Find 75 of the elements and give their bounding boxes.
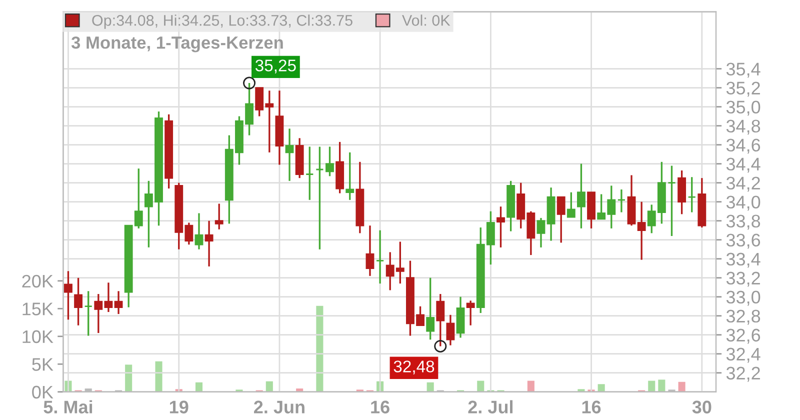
y-tick-label: 32,8 [726, 310, 760, 325]
bar [316, 306, 324, 392]
candlestick [668, 164, 676, 237]
candlestick [466, 300, 475, 326]
candlestick [678, 170, 686, 215]
y-tick-label: 33,0 [726, 290, 760, 306]
legend-label: Op:34.08, Hi:34.25, Lo:33.73, Cl:33.75 [92, 14, 352, 29]
y-tick-label: 34,8 [726, 120, 760, 135]
x-tick-label: 19 [170, 400, 188, 414]
y-tick-label: 34,6 [726, 138, 760, 154]
y-tick-label: 35,0 [726, 100, 760, 116]
y-tick-label: 34,2 [726, 176, 760, 192]
candlestick [114, 290, 123, 315]
y-tick-label: 33,2 [726, 272, 760, 287]
bar [266, 381, 273, 392]
candlestick [84, 290, 93, 337]
candlestick [536, 217, 546, 248]
y2-tick-label: 20K [22, 274, 54, 288]
y2-tick-label: 5K [32, 358, 54, 371]
candlestick [688, 176, 696, 214]
y2-tick-label: 15K [22, 302, 54, 316]
y-tick-label: 33,4 [726, 252, 760, 268]
bar [648, 380, 656, 392]
candlestick [346, 152, 354, 201]
annotation: 32,48 [394, 360, 434, 374]
bar [578, 389, 585, 392]
x-tick-label: 2. Jul [468, 400, 512, 414]
y-tick-label: 34,4 [726, 158, 760, 173]
text: 3 Monate, 1-Tages-Kerzen [71, 36, 283, 52]
y-tick-label: 33,8 [726, 214, 760, 230]
bar [155, 361, 162, 392]
x-tick-label: 16 [582, 400, 601, 414]
y-tick-label: 32,2 [726, 366, 760, 382]
candlestick [637, 200, 646, 261]
bar [125, 364, 132, 392]
bar [426, 382, 434, 392]
candlestick [214, 202, 224, 230]
candlestick [577, 162, 586, 230]
bar [195, 382, 203, 392]
candlestick [204, 220, 214, 268]
x-tick-label: 5. Mai [44, 400, 92, 414]
bar [658, 380, 666, 392]
candlestick [496, 206, 505, 248]
candlestick [617, 188, 626, 214]
candlestick [446, 314, 455, 346]
y2-tick-label: 0K [32, 386, 54, 399]
candlestick [436, 293, 445, 348]
candlestick [315, 146, 324, 250]
candlestick [556, 196, 566, 244]
y-tick-label: 35,2 [726, 82, 760, 97]
candlestick [426, 276, 435, 340]
candlestick [74, 276, 83, 326]
candlestick [285, 128, 294, 182]
bar [527, 380, 534, 392]
x-tick-label: 16 [371, 400, 390, 414]
candlestick [326, 146, 334, 177]
annotation: 35,25 [255, 60, 296, 74]
y-tick-label: 33,6 [726, 234, 760, 249]
bar [477, 380, 484, 392]
candlestick [194, 212, 204, 250]
x-tick-label: 30 [692, 400, 712, 414]
y-tick-label: 32,6 [726, 328, 760, 344]
y-tick-label: 32,4 [726, 348, 760, 363]
y2-tick-label: 10K [22, 330, 54, 344]
y-tick-label: 34,0 [726, 196, 760, 211]
legend-label: Vol: 0K [402, 14, 450, 26]
candlestick [305, 146, 314, 201]
x-tick-label: 2. Jun [254, 400, 304, 414]
candlestick [64, 270, 72, 320]
y-tick-label: 35,4 [726, 62, 760, 78]
bar [678, 382, 686, 392]
candlestick [566, 191, 576, 218]
candlestick [376, 229, 384, 284]
bar [598, 384, 605, 392]
candlestick [366, 224, 374, 277]
